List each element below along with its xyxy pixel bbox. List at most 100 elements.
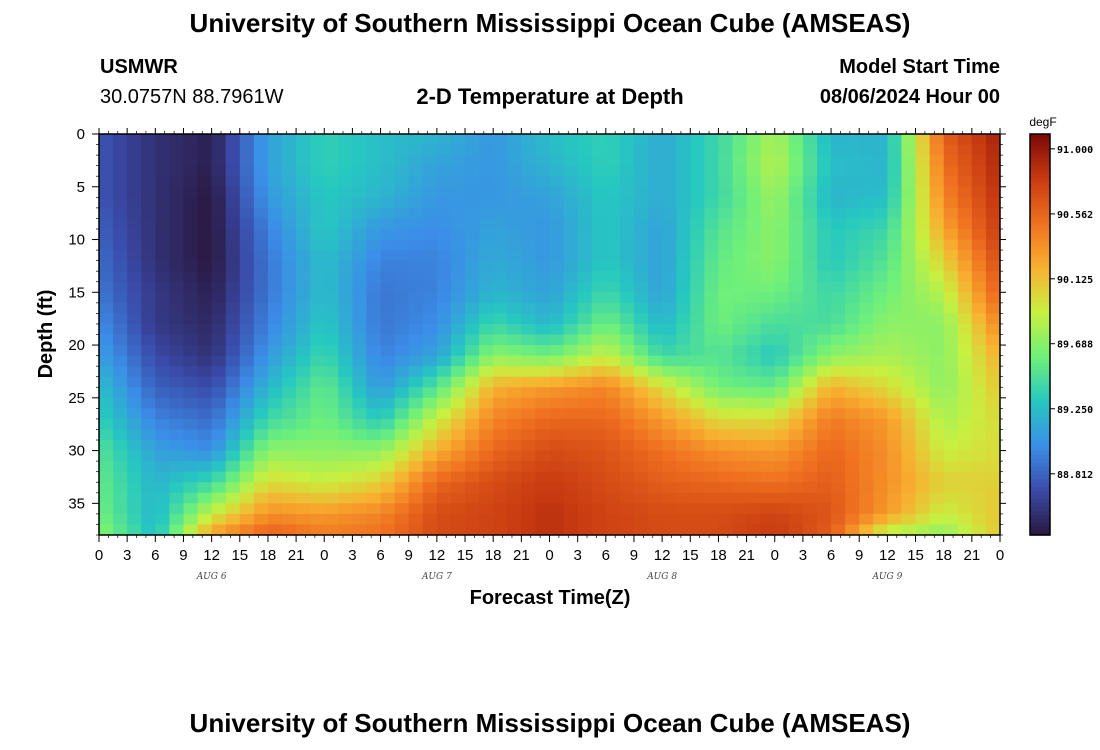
heatmap-cell [915, 524, 931, 535]
heatmap-cell [845, 461, 860, 473]
heatmap-cell [591, 302, 607, 314]
heatmap-cell [704, 450, 720, 462]
heatmap-cell [155, 345, 170, 357]
heatmap-cell [267, 524, 283, 535]
colorbar-segment [1030, 454, 1050, 460]
heatmap-cell [662, 281, 677, 293]
heatmap-cell [774, 228, 790, 241]
heatmap-cell [408, 397, 424, 409]
heatmap-cell [493, 450, 508, 462]
heatmap-cell [183, 239, 199, 251]
x-tick-label: 21 [288, 547, 305, 564]
heatmap-cell [99, 260, 114, 272]
heatmap-cell [859, 228, 874, 241]
heatmap-cell [310, 155, 325, 167]
heatmap-cell [113, 482, 128, 494]
heatmap-cell [971, 239, 987, 251]
heatmap-cell [802, 165, 818, 177]
date-label: AUG 8 [646, 572, 677, 582]
heatmap-cell [971, 366, 987, 378]
heatmap-cell [239, 250, 255, 262]
heatmap-cell [535, 144, 551, 156]
colorbar-segment [1030, 426, 1050, 432]
heatmap-cell [845, 418, 860, 431]
heatmap-cell [915, 461, 931, 473]
heatmap-cell [99, 176, 114, 188]
heatmap-cell [563, 513, 579, 526]
heatmap-cell [436, 218, 452, 230]
heatmap-cell [99, 440, 114, 452]
heatmap-cell [619, 197, 635, 209]
heatmap-cell [901, 144, 917, 156]
heatmap-cell [465, 176, 480, 188]
heatmap-cell [465, 503, 480, 515]
heatmap-cell [985, 387, 1000, 399]
heatmap-cell [648, 429, 663, 441]
heatmap-cell [831, 450, 846, 462]
heatmap-cell [296, 134, 311, 146]
heatmap-cell [127, 334, 142, 346]
heatmap-cell [535, 260, 551, 272]
heatmap-cell [436, 176, 452, 188]
heatmap-cell [436, 207, 452, 220]
heatmap-cell [619, 260, 635, 272]
heatmap-cell [605, 144, 621, 156]
heatmap-cell [619, 165, 635, 177]
heatmap-cell [465, 239, 480, 251]
heatmap-cell [366, 313, 382, 325]
heatmap-cell [436, 155, 452, 167]
heatmap-cell [352, 218, 368, 230]
heatmap-cell [225, 503, 241, 515]
heatmap-cell [535, 218, 551, 230]
heatmap-cell [183, 302, 199, 314]
heatmap-cell [549, 323, 565, 336]
heatmap-cell [887, 387, 903, 399]
x-tick-label: 12 [429, 547, 446, 564]
heatmap-cell [113, 345, 128, 357]
heatmap-cell [253, 302, 269, 314]
heatmap-cell [591, 323, 607, 336]
heatmap-cell [225, 355, 241, 367]
heatmap-cell [169, 387, 185, 399]
heatmap-cell [239, 355, 255, 367]
heatmap-cell [690, 134, 705, 146]
heatmap-cell [422, 323, 438, 336]
heatmap-cell [169, 144, 185, 156]
heatmap-cell [845, 408, 860, 420]
heatmap-cell [169, 492, 185, 504]
heatmap-cell [169, 503, 185, 515]
heatmap-cell [704, 302, 720, 314]
heatmap-cell [845, 302, 860, 314]
heatmap-cell [155, 492, 170, 504]
heatmap-cell [774, 323, 790, 336]
heatmap-cell [662, 513, 677, 526]
heatmap-cell [127, 197, 142, 209]
heatmap-cell [211, 323, 227, 336]
heatmap-cell [957, 503, 973, 515]
heatmap-cell [915, 134, 931, 146]
heatmap-cell [563, 165, 579, 177]
heatmap-cell [845, 376, 860, 388]
colorbar-segment [1030, 158, 1050, 163]
heatmap-cell [282, 176, 297, 188]
heatmap-cell [619, 482, 635, 494]
heatmap-cell [141, 366, 156, 378]
heatmap-cell [971, 492, 987, 504]
heatmap-cell [732, 176, 748, 188]
heatmap-cell [450, 524, 466, 535]
heatmap-cell [605, 366, 621, 378]
heatmap-cell [859, 408, 874, 420]
heatmap-cell [493, 471, 508, 483]
heatmap-cell [704, 207, 720, 220]
heatmap-cell [648, 155, 663, 167]
heatmap-cell [845, 260, 860, 272]
heatmap-cell [704, 165, 720, 177]
heatmap-cell [831, 155, 846, 167]
heatmap-cell [676, 197, 691, 209]
x-tick-label: 3 [799, 547, 807, 564]
heatmap-cell [816, 250, 832, 262]
heatmap-cell [183, 155, 199, 167]
heatmap-cell [619, 450, 635, 462]
heatmap-cell [732, 408, 748, 420]
heatmap-cell [662, 334, 677, 346]
